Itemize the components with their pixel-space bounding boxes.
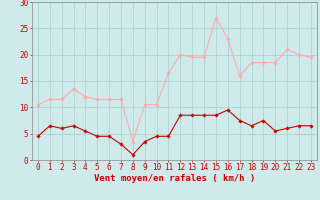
X-axis label: Vent moyen/en rafales ( km/h ): Vent moyen/en rafales ( km/h ) bbox=[94, 174, 255, 183]
